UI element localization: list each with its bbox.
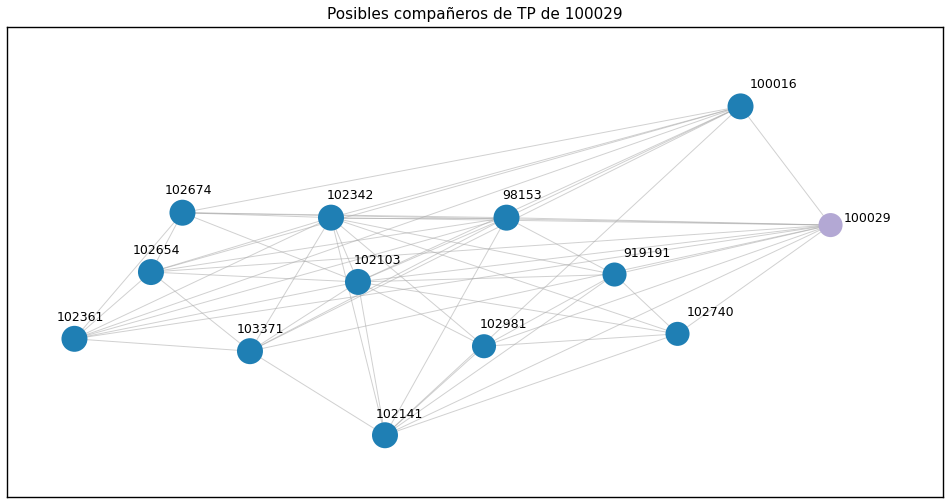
- Point: [499, 214, 514, 222]
- Text: 100016: 100016: [750, 78, 797, 91]
- Text: 102740: 102740: [687, 306, 734, 319]
- Point: [143, 268, 159, 276]
- Text: 919191: 919191: [623, 246, 671, 260]
- Text: 102342: 102342: [327, 189, 374, 202]
- Point: [323, 214, 338, 222]
- Text: 102103: 102103: [353, 254, 401, 267]
- Text: 102141: 102141: [376, 408, 424, 421]
- Point: [670, 330, 685, 338]
- Point: [733, 102, 749, 110]
- Point: [66, 335, 82, 343]
- Point: [242, 347, 257, 355]
- Text: 100029: 100029: [844, 212, 892, 225]
- Text: 103371: 103371: [237, 324, 284, 336]
- Text: 102674: 102674: [164, 184, 212, 197]
- Text: 98153: 98153: [502, 189, 542, 202]
- Title: Posibles compañeros de TP de 100029: Posibles compañeros de TP de 100029: [327, 7, 623, 22]
- Point: [351, 278, 366, 286]
- Text: 102361: 102361: [56, 311, 104, 324]
- Point: [476, 342, 491, 350]
- Point: [175, 209, 190, 217]
- Text: 102654: 102654: [133, 244, 180, 257]
- Point: [607, 271, 622, 279]
- Text: 102981: 102981: [480, 319, 527, 332]
- Point: [377, 431, 392, 439]
- Point: [823, 221, 838, 229]
